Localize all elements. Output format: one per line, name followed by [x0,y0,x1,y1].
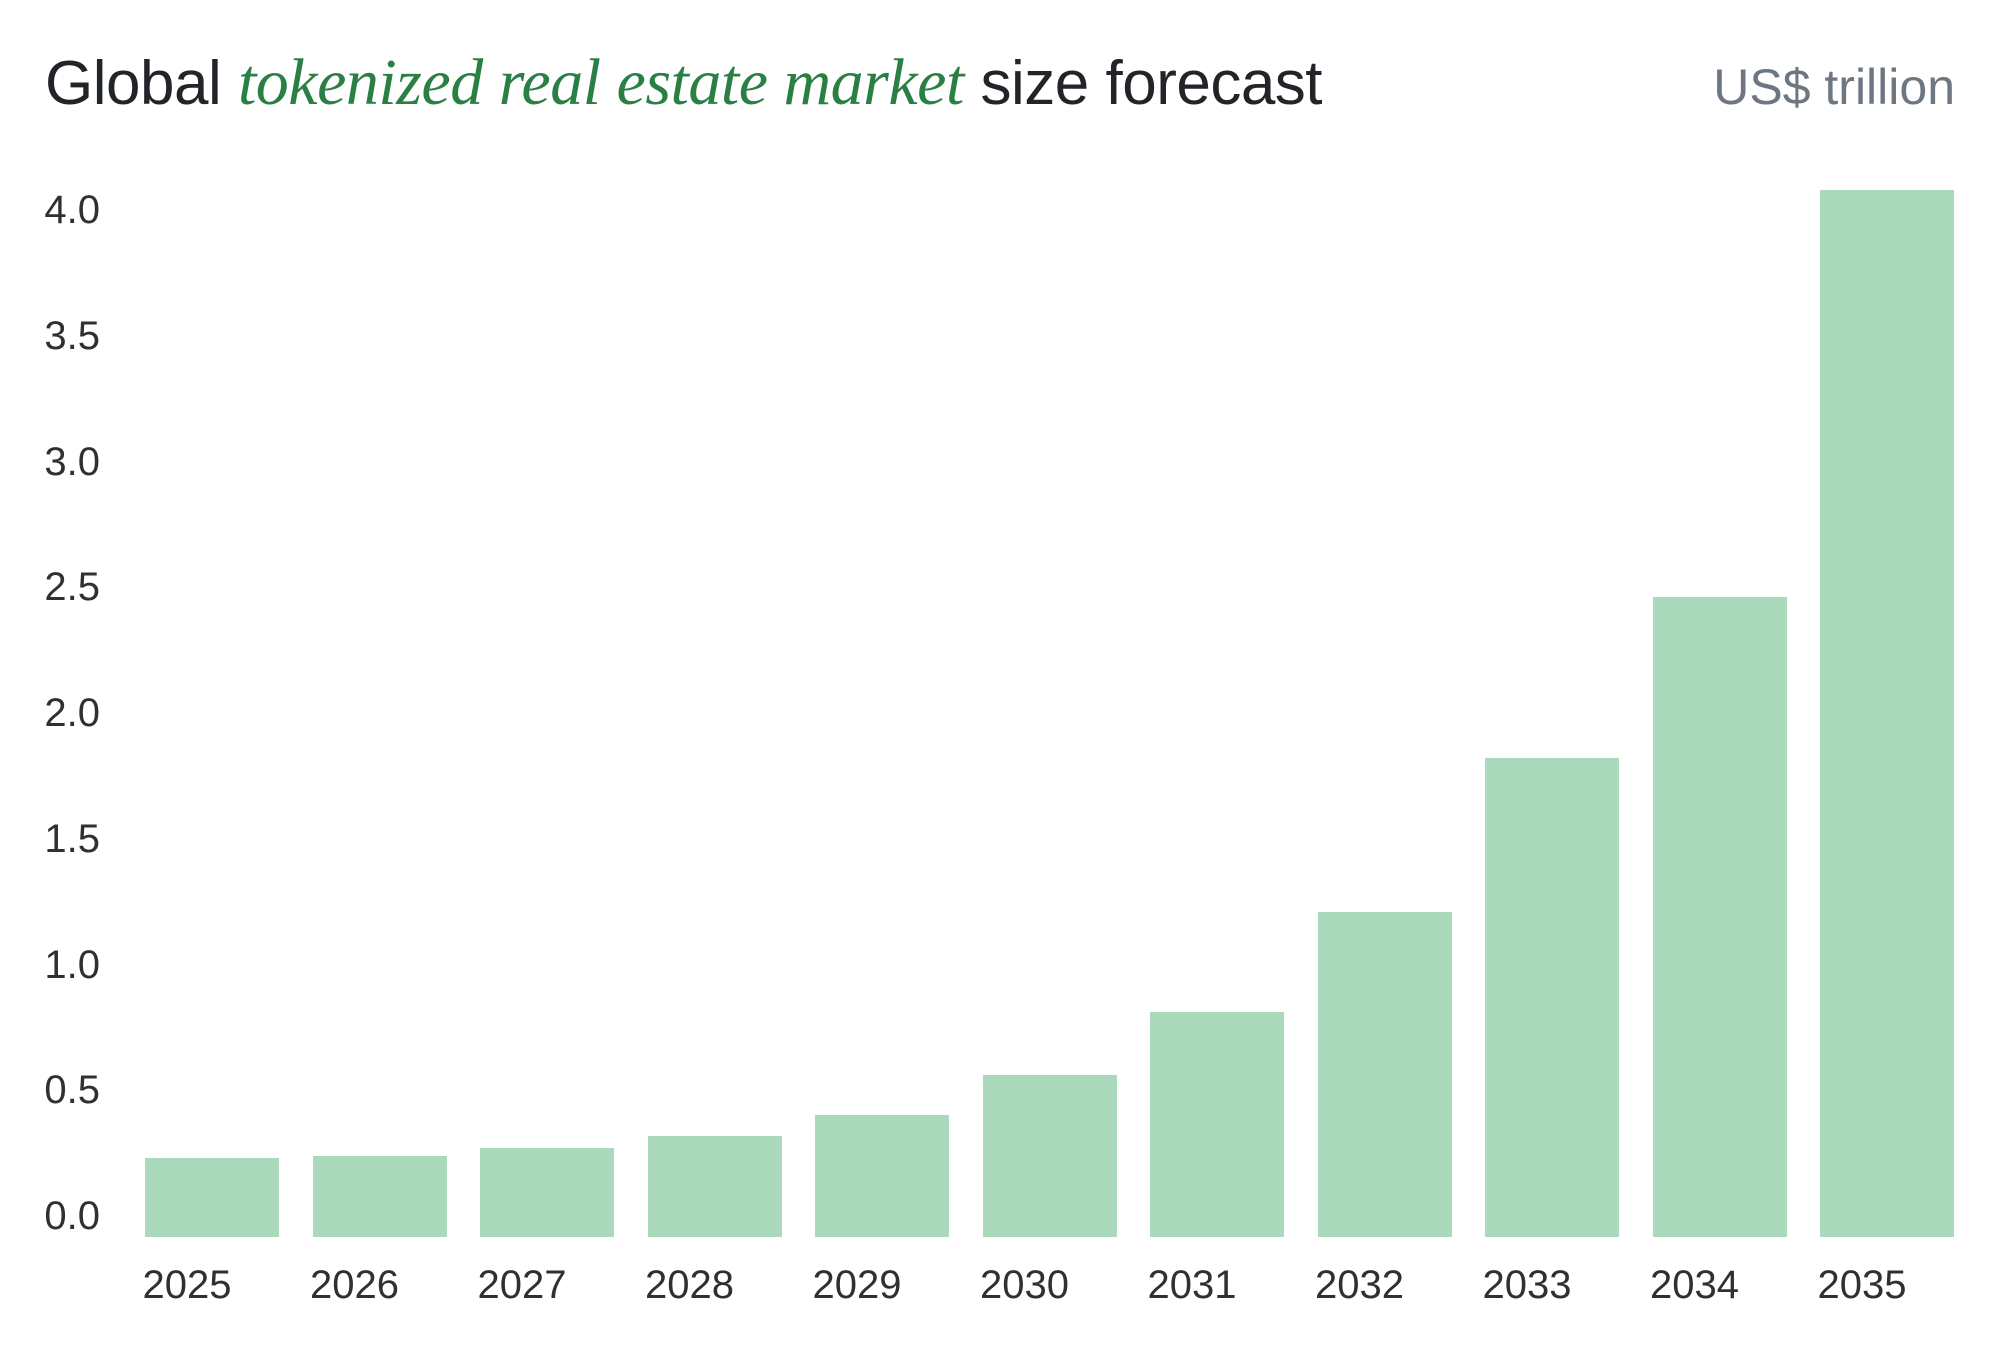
chart-title: Global tokenized real estate market size… [45,49,1323,118]
x-tick-label-2035: 2035 [1817,1263,1907,1307]
bar-2032 [1317,911,1452,1237]
y-tick-label-1.5: 1.5 [44,816,100,861]
bar-2033 [1485,758,1619,1237]
y-tick-label-2.5: 2.5 [44,565,100,610]
y-tick-label-2.0: 2.0 [44,691,100,735]
x-tick-label-2028: 2028 [645,1263,734,1307]
x-tick-label-2033: 2033 [1482,1263,1572,1307]
unit-label: US$ trillion [1713,59,1955,115]
bar-2031 [1150,1012,1284,1237]
bar-2026 [312,1155,447,1237]
chart-header: Global tokenized real estate market size… [45,50,1955,116]
bar-2030 [982,1075,1117,1237]
bar-2029 [815,1115,949,1237]
x-tick-label-2026: 2026 [310,1263,399,1307]
y-tick-label-4.0: 4.0 [44,188,100,232]
bar-2027 [480,1148,614,1237]
x-tick-label-2025: 2025 [142,1263,232,1307]
y-tick-label-3.5: 3.5 [44,313,100,358]
bar-2034 [1652,597,1787,1237]
y-tick-label-0.0: 0.0 [44,1194,100,1238]
x-tick-label-2029: 2029 [812,1263,902,1307]
title-prefix: Global [45,49,238,118]
x-tick-label-2031: 2031 [1147,1263,1237,1307]
x-tick-label-2027: 2027 [477,1263,567,1307]
y-tick-label-1.0: 1.0 [44,942,100,987]
x-tick-label-2030: 2030 [980,1263,1069,1307]
x-tick-label-2032: 2032 [1315,1263,1404,1307]
y-tick-label-3.0: 3.0 [44,439,100,484]
bar-2035 [1820,189,1954,1237]
bar-2028 [647,1135,782,1237]
x-tick-label-2034: 2034 [1650,1263,1739,1307]
y-tick-label-0.5: 0.5 [44,1068,100,1113]
title-suffix: size forecast [963,49,1323,118]
bar-2025 [145,1158,279,1237]
title-highlight: tokenized real estate market [237,46,964,119]
